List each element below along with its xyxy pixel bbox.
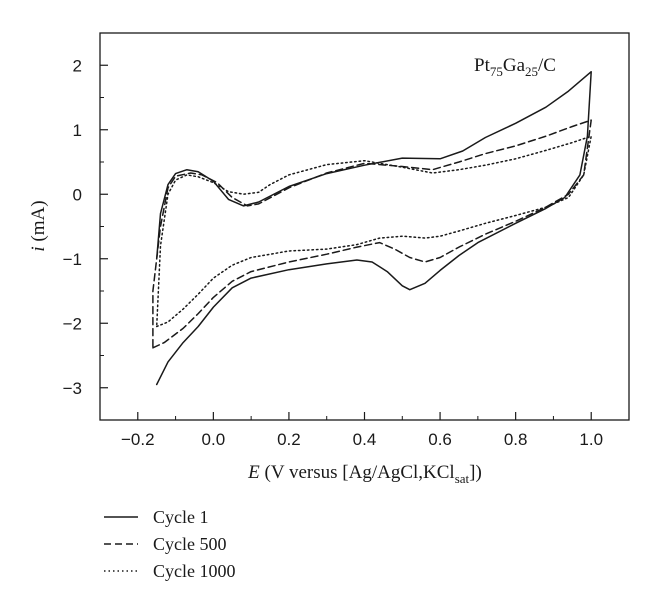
x-tick-label: −0.2 bbox=[121, 430, 155, 449]
y-axis-label-italic: i bbox=[28, 246, 49, 251]
y-tick-label: 2 bbox=[73, 56, 82, 75]
plot-frame bbox=[99, 32, 630, 421]
y-tick-label: −2 bbox=[63, 314, 82, 333]
y-tick-label: −1 bbox=[63, 250, 82, 269]
chart-annotation: Pt75Ga25/C bbox=[474, 55, 556, 79]
x-tick-label: 0.4 bbox=[353, 430, 377, 449]
y-tick-label: 0 bbox=[73, 185, 82, 204]
series-line-dotted bbox=[155, 135, 592, 328]
x-tick-label: 0.8 bbox=[504, 430, 528, 449]
y-axis-label-text: (mA) bbox=[28, 200, 49, 246]
annotation-sub1: 75 bbox=[490, 64, 503, 79]
x-tick-label: 1.0 bbox=[579, 430, 603, 449]
y-tick-label: 1 bbox=[73, 121, 82, 140]
annotation-mid: Ga bbox=[503, 55, 526, 76]
x-tick-label: 0.2 bbox=[277, 430, 301, 449]
y-tick-label: −3 bbox=[63, 379, 82, 398]
series-line-solid bbox=[155, 70, 592, 386]
annotation-sub2: 25 bbox=[525, 64, 538, 79]
y-axis-label: i (mA) bbox=[28, 200, 49, 251]
series-lines bbox=[152, 70, 592, 386]
x-axis-label-sub: sat bbox=[455, 471, 470, 486]
legend-label: Cycle 1 bbox=[153, 507, 209, 527]
series-line-dashed bbox=[152, 119, 592, 349]
annotation-tail: /C bbox=[538, 55, 556, 76]
annotation-main: Pt bbox=[474, 55, 491, 76]
x-axis-label-text: (V versus [Ag/AgCl,KCl bbox=[260, 462, 455, 483]
x-tick-label: 0.0 bbox=[202, 430, 226, 449]
legend: Cycle 1 Cycle 500 Cycle 1000 bbox=[104, 507, 236, 581]
x-axis-label-italic: E bbox=[247, 462, 260, 483]
axis-ticks: −0.2 0.0 0.2 0.4 0.6 0.8 1.0 −3 −2 −1 0 1 2 bbox=[63, 32, 630, 449]
x-axis-label-tail: ]) bbox=[469, 462, 482, 483]
x-tick-label: 0.6 bbox=[428, 430, 452, 449]
x-axis-label: E (V versus [Ag/AgCl,KClsat]) bbox=[247, 462, 482, 486]
plot-area bbox=[99, 32, 630, 421]
legend-label: Cycle 500 bbox=[153, 534, 227, 554]
legend-label: Cycle 1000 bbox=[153, 561, 236, 581]
